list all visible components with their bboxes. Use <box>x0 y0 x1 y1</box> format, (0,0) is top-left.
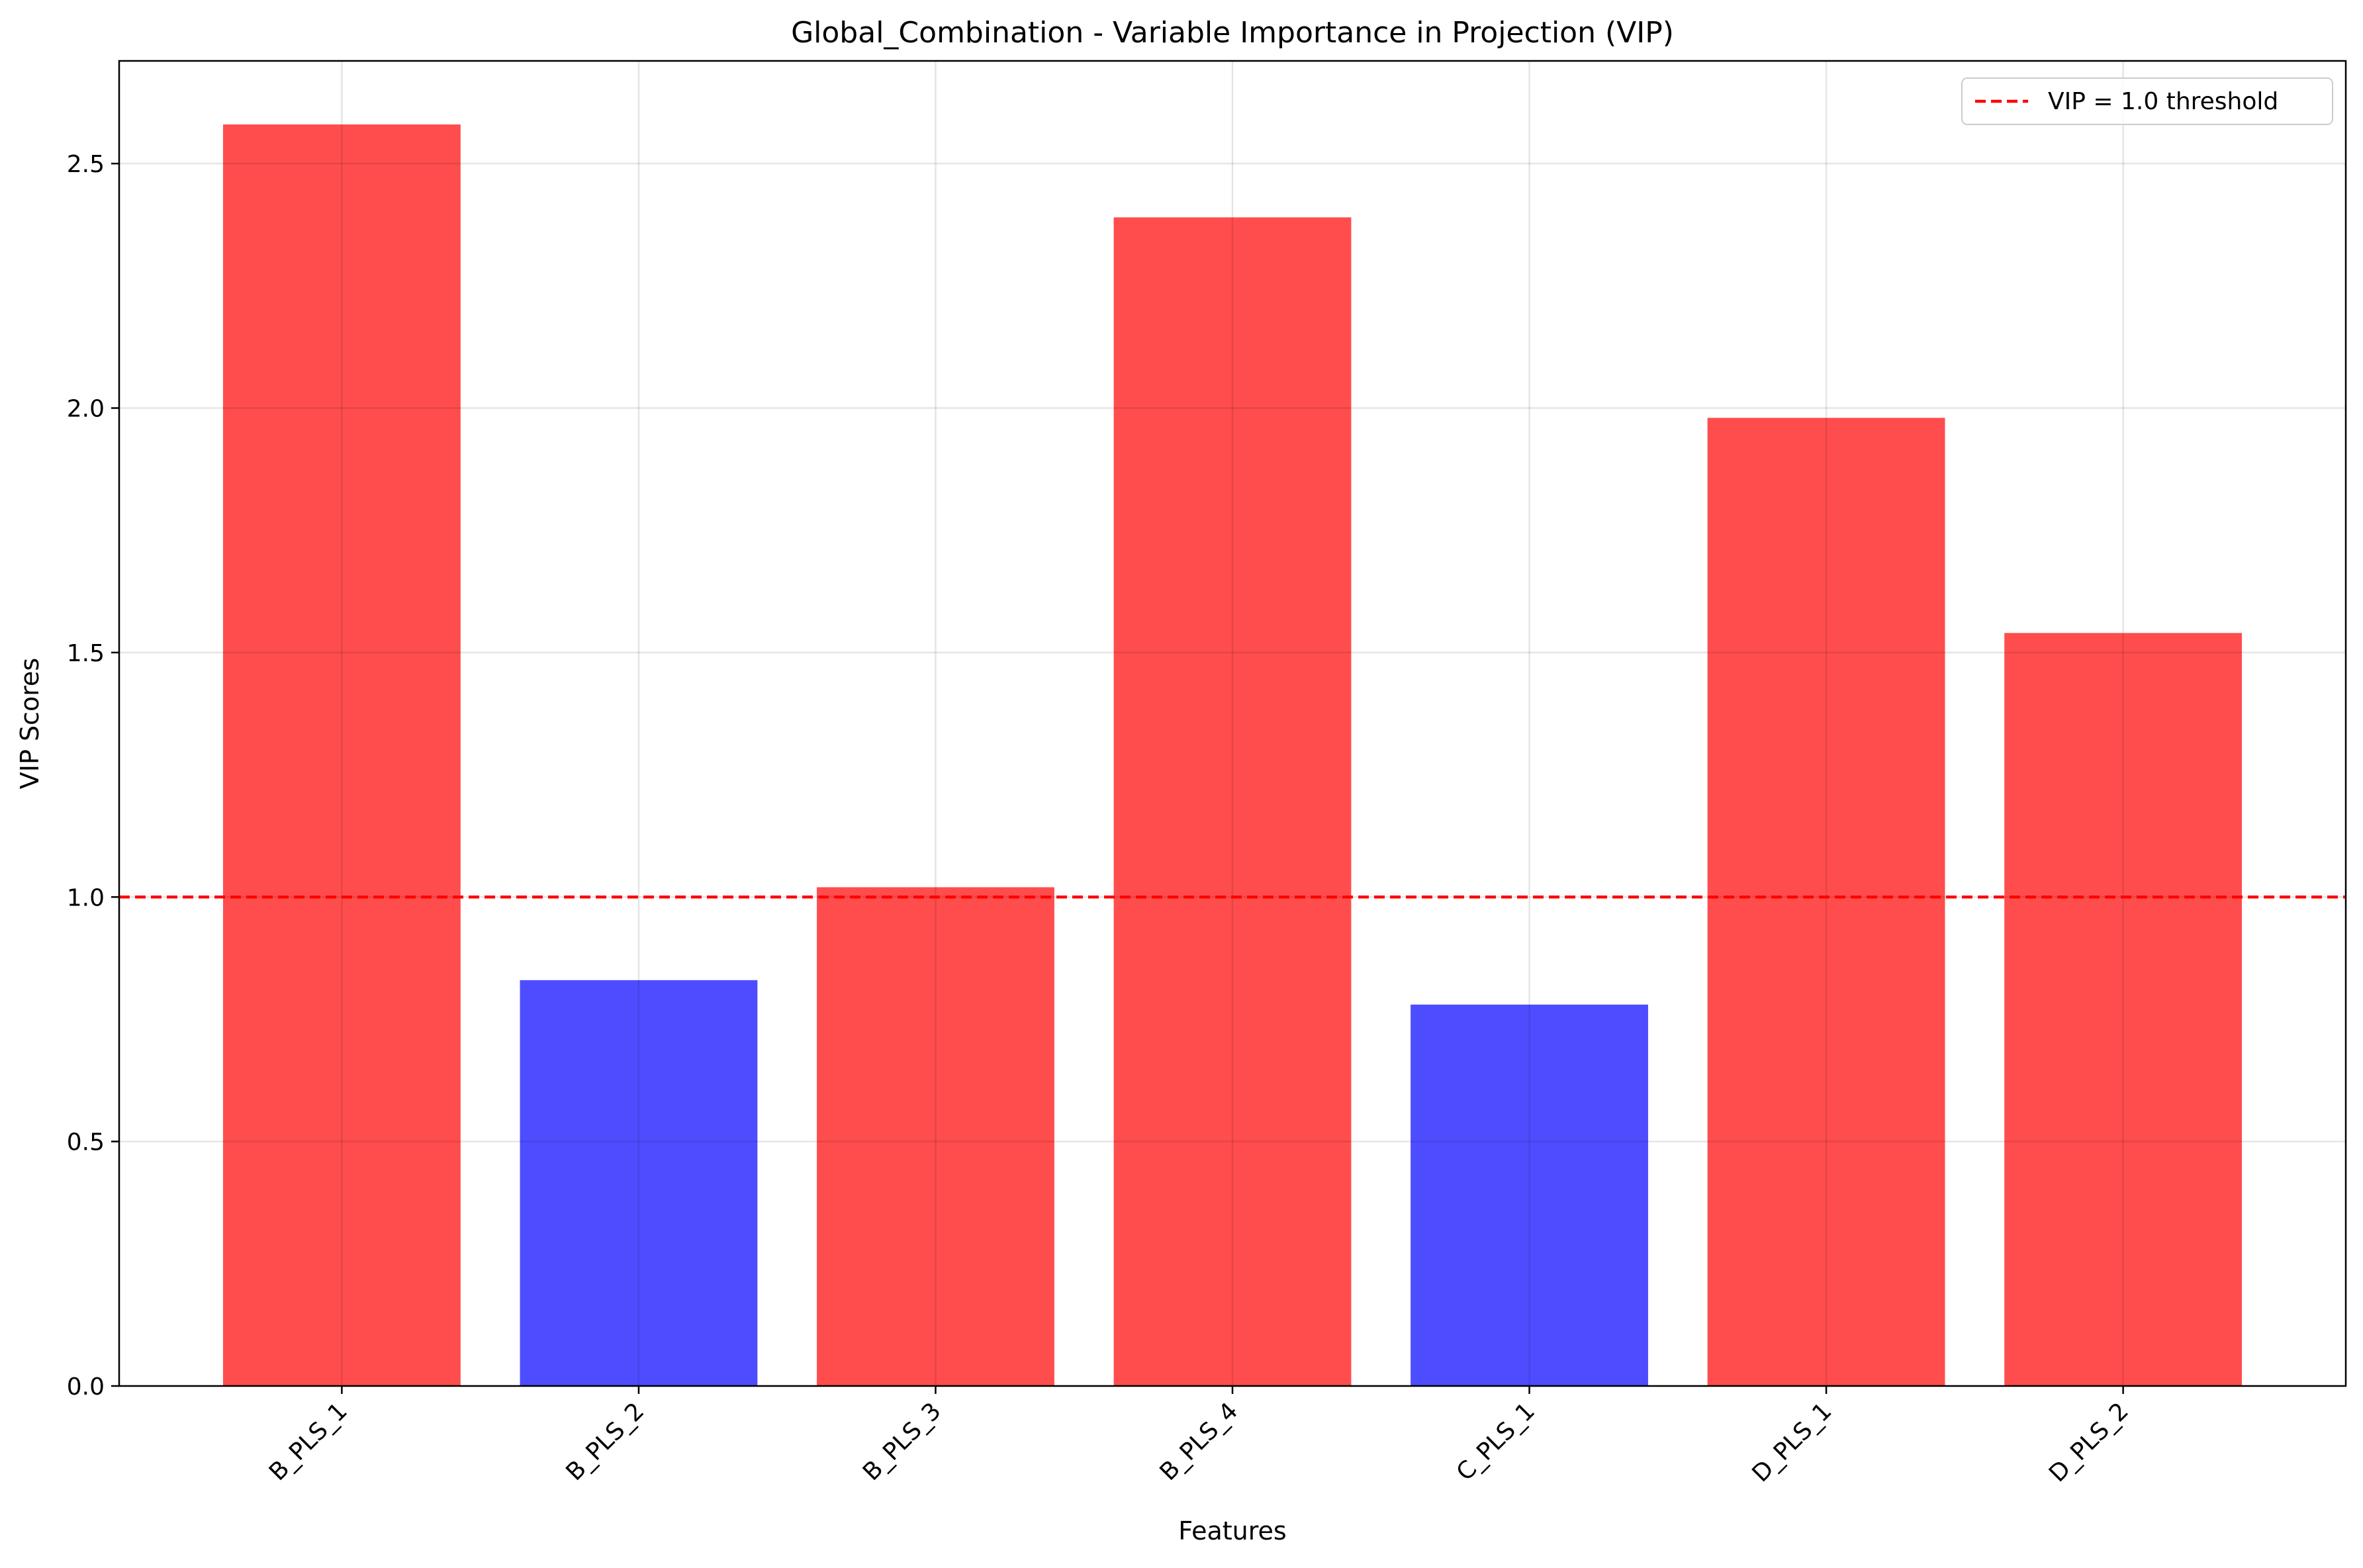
chart-title: Global_Combination - Variable Importance… <box>791 16 1674 50</box>
bar-d-pls-2 <box>2004 633 2243 1387</box>
y-axis-label: VIP Scores <box>15 658 44 789</box>
x-axis-label: Features <box>1178 1516 1286 1545</box>
legend-threshold-label: VIP = 1.0 threshold <box>2048 88 2278 115</box>
y-tick-label: 0.5 <box>67 1129 105 1156</box>
bar-b-pls-4 <box>1113 217 1352 1386</box>
y-tick-label: 0.0 <box>67 1373 105 1401</box>
y-tick-label: 1.5 <box>67 640 105 667</box>
y-tick-label: 1.0 <box>67 884 105 911</box>
bars <box>222 124 2243 1387</box>
bar-c-pls-1 <box>1411 1004 1648 1386</box>
y-tick-label: 2.5 <box>67 151 105 178</box>
legend-box <box>1961 77 2333 125</box>
bar-b-pls-2 <box>520 980 758 1386</box>
bar-d-pls-1 <box>1707 418 1945 1386</box>
y-tick-label: 2.0 <box>67 396 105 423</box>
bar-b-pls-3 <box>817 887 1054 1386</box>
bar-b-pls-1 <box>222 124 461 1387</box>
y-axis: 0.0 0.5 1.0 1.5 2.0 2.5 <box>67 151 119 1401</box>
legend: VIP = 1.0 threshold <box>1961 77 2333 125</box>
